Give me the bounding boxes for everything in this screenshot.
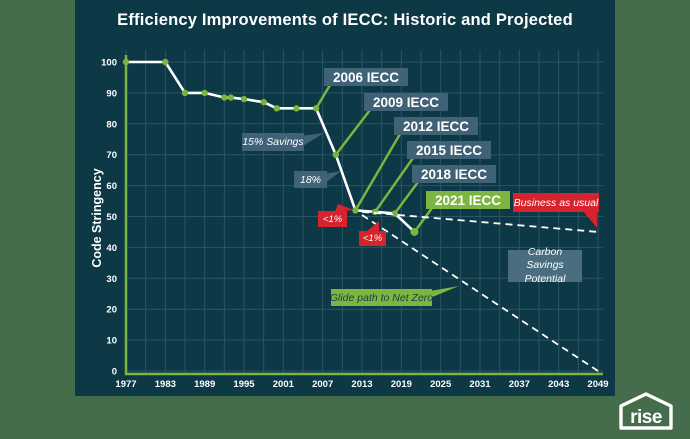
y-tick-label: 0: [112, 367, 117, 378]
iecc-callout-2018: 2018 IECC: [412, 165, 497, 183]
iecc-callout-2021: 2021 IECC: [426, 191, 511, 209]
x-tick-label: 2013: [351, 379, 372, 390]
savings-18-label: 18%: [294, 171, 327, 188]
rise-logo-icon: rise: [619, 392, 673, 430]
y-tick-label: 60: [106, 181, 117, 192]
iecc-callout-2009: 2009 IECC: [364, 93, 449, 111]
x-tick-label: 2049: [587, 379, 608, 390]
savings-lt1-label-a: <1%: [318, 211, 347, 227]
iecc-callout-2015: 2015 IECC: [407, 141, 492, 159]
y-tick-label: 10: [106, 336, 117, 347]
savings-lt1-label-b: <1%: [359, 231, 386, 246]
y-tick-label: 70: [106, 150, 117, 161]
x-tick-label: 2031: [469, 379, 491, 390]
x-tick-label: 2007: [312, 379, 333, 390]
chart-title: Efficiency Improvements of IECC: Histori…: [117, 11, 573, 29]
y-tick-label: 90: [106, 88, 117, 99]
glide-path-label: Glide path to Net Zero: [330, 289, 433, 306]
y-tick-label: 30: [106, 274, 117, 285]
x-tick-label: 2043: [548, 379, 569, 390]
carbon-savings-potential-label: Carbon Savings Potential: [508, 246, 582, 285]
savings-15-label: 15% Savings: [242, 133, 304, 151]
x-tick-label: 2019: [391, 379, 412, 390]
y-tick-label: 100: [101, 58, 117, 69]
y-tick-label: 80: [106, 119, 117, 130]
rise-logo-text: rise: [630, 407, 662, 428]
x-tick-label: 1983: [155, 379, 176, 390]
business-as-usual-label: Business as usual: [513, 193, 599, 212]
y-tick-label: 40: [106, 243, 117, 254]
x-tick-label: 2037: [509, 379, 530, 390]
y-tick-label: 20: [106, 305, 117, 316]
x-tick-label: 1995: [233, 379, 255, 390]
x-tick-label: 2001: [273, 379, 295, 390]
x-tick-label: 1977: [115, 379, 136, 390]
iecc-callout-2012: 2012 IECC: [394, 117, 479, 135]
x-tick-label: 1989: [194, 379, 215, 390]
y-tick-label: 50: [106, 212, 117, 223]
x-tick-label: 2025: [430, 379, 452, 390]
iecc-callout-2006: 2006 IECC: [324, 68, 409, 86]
